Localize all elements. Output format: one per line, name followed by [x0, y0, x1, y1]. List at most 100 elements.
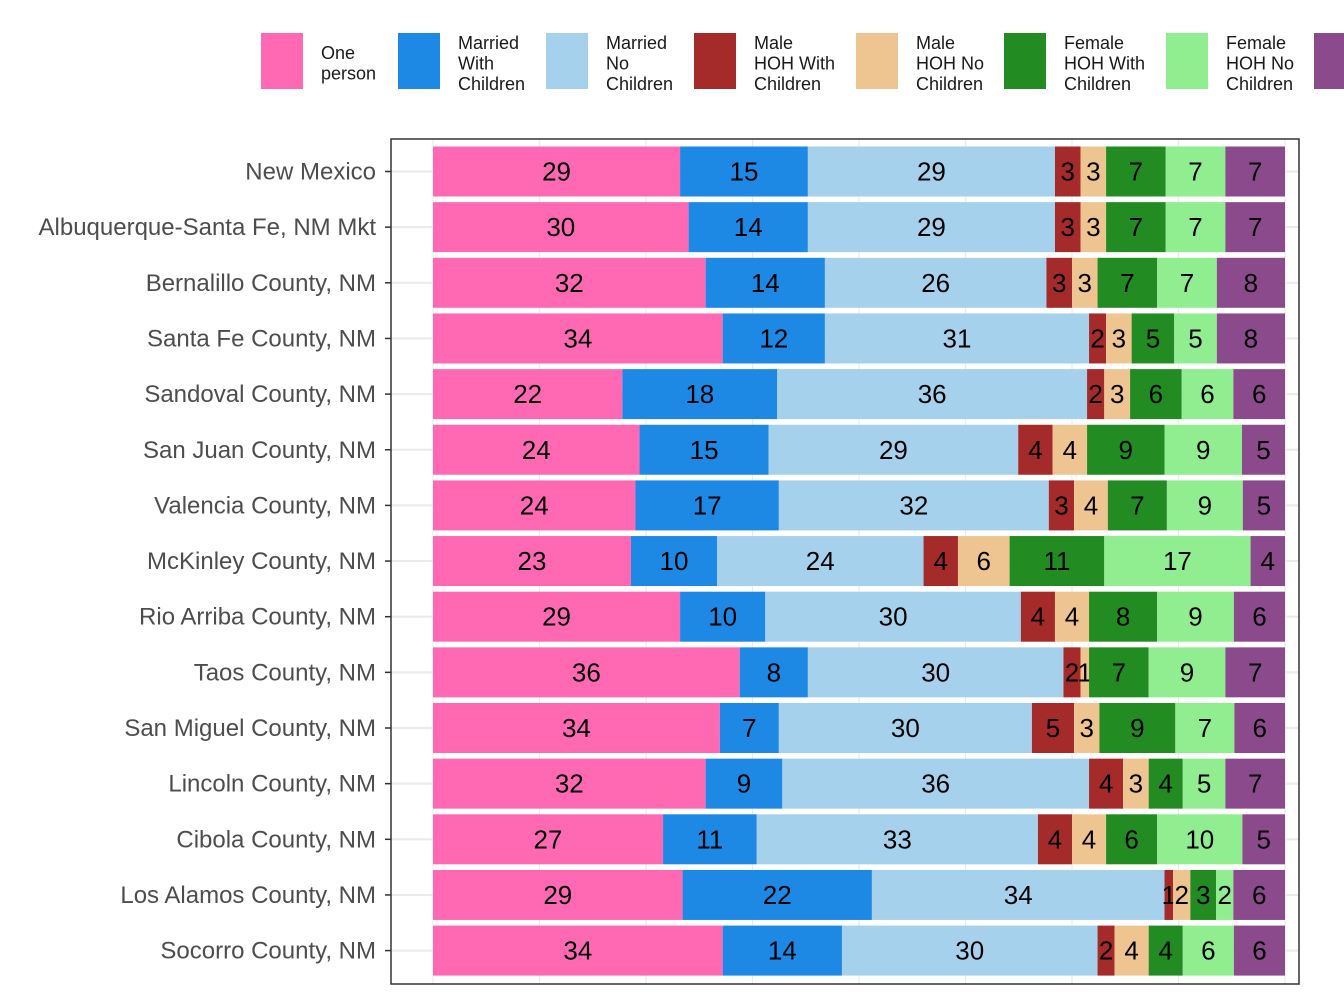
data-label: 2	[1088, 379, 1102, 409]
data-label: 5	[1197, 769, 1211, 799]
bar-segment	[1225, 647, 1285, 698]
data-label: 3	[1054, 490, 1068, 520]
bar-segment	[824, 313, 1090, 364]
data-label: 4	[1065, 602, 1079, 632]
bar-segment	[871, 869, 1165, 920]
bar-segment	[957, 536, 1010, 587]
data-label: 30	[879, 602, 908, 632]
bar-segment	[1233, 869, 1285, 920]
bar-segment	[1080, 647, 1090, 698]
data-label: 7	[1129, 157, 1143, 187]
bar-segment	[1157, 814, 1243, 865]
data-label: 7	[1188, 157, 1202, 187]
data-label: 9	[1180, 657, 1194, 687]
bar-segment	[433, 869, 683, 920]
bar-segment	[1216, 313, 1285, 364]
bar-segment	[1241, 424, 1285, 475]
bar-row: 29 22 34 12 3 2 6	[433, 869, 1285, 920]
legend-label: HOH No	[916, 54, 984, 74]
data-label: 6	[1149, 379, 1163, 409]
bar-segment	[1020, 591, 1055, 642]
bar-segment	[1104, 536, 1251, 587]
data-label: 24	[806, 546, 835, 576]
y-tick-label: San Juan County, NM	[143, 437, 376, 464]
data-label: 7	[1248, 769, 1262, 799]
data-label: 9	[1119, 435, 1133, 465]
data-label: 9	[1188, 602, 1202, 632]
data-label: 6	[1201, 936, 1215, 966]
data-label: 34	[563, 936, 592, 966]
data-label: 32	[555, 268, 584, 298]
data-label: 6	[1252, 379, 1266, 409]
bar-segment	[1233, 925, 1285, 976]
data-label: 4	[1158, 769, 1172, 799]
legend-label: Married	[458, 33, 519, 53]
data-label: 31	[943, 323, 972, 353]
legend-label: No	[606, 54, 629, 74]
legend-label: Children	[606, 74, 673, 94]
bar-segment	[688, 202, 808, 253]
data-label: 4	[1099, 769, 1113, 799]
legend-label: With	[458, 54, 494, 74]
data-label: 2	[1099, 936, 1113, 966]
data-label: 6	[1200, 379, 1214, 409]
data-label: 5	[1256, 824, 1270, 854]
bar-segment	[1072, 814, 1107, 865]
legend-label: Married	[606, 33, 667, 53]
bar-row: 34 7 30 5 3 9 7 6	[433, 703, 1285, 753]
bar-row: 34 12 31 2 3 5 5 8	[433, 313, 1285, 364]
bar-segment	[1106, 202, 1166, 253]
bar-segment	[1074, 480, 1108, 531]
bar-segment	[1123, 758, 1149, 809]
bar-segment	[433, 536, 631, 587]
y-tick-label: McKinley County, NM	[147, 548, 376, 575]
bar-segment	[756, 814, 1038, 865]
data-label: 7	[742, 713, 756, 743]
bar-segment	[719, 703, 779, 753]
bar-segment	[1250, 536, 1285, 587]
bar-segment	[1080, 146, 1107, 197]
y-tick-label: New Mexico	[245, 159, 376, 186]
bar-segment	[1174, 313, 1217, 364]
bar-segment	[630, 536, 717, 587]
bar-segment	[1106, 146, 1166, 197]
legend-label: Male	[754, 33, 793, 53]
bar-segment	[722, 313, 825, 364]
data-label: 22	[513, 379, 542, 409]
bar-segment	[1165, 146, 1226, 197]
data-label: 22	[763, 880, 792, 910]
bar-row: 29 15 29 3 3 7 7 7	[433, 146, 1285, 197]
data-label: 2	[1218, 880, 1232, 910]
bar-segment	[433, 424, 640, 475]
data-label: 32	[555, 769, 584, 799]
bar-segment	[1225, 146, 1285, 197]
bar-segment	[680, 591, 766, 642]
bar-segment	[1052, 424, 1088, 475]
bar-segment	[1157, 591, 1234, 642]
data-label: 4	[1028, 435, 1042, 465]
bar-row: 22 18 36 2 3 6 6 6	[433, 369, 1285, 420]
bar-segment	[777, 369, 1088, 420]
bar-segment	[1089, 647, 1149, 698]
legend-key	[546, 33, 588, 89]
data-label: 30	[921, 657, 950, 687]
data-label: 34	[1004, 880, 1033, 910]
data-label: 3	[1129, 769, 1143, 799]
y-tick-label: Socorro County, NM	[160, 938, 376, 965]
bar-segment	[1242, 480, 1285, 531]
y-tick-label: Bernalillo County, NM	[146, 270, 376, 297]
data-label: 8	[767, 657, 781, 687]
bar-segment	[1216, 869, 1234, 920]
bar-segment	[807, 202, 1055, 253]
bar-row: 24 15 29 4 4 9 9 5	[433, 424, 1285, 475]
data-label: 36	[572, 657, 601, 687]
data-label: 4	[1031, 602, 1045, 632]
data-label: 14	[751, 268, 780, 298]
legend-label: One	[321, 43, 355, 63]
bar-segment	[1048, 480, 1075, 531]
y-tick-label: Rio Arriba County, NM	[139, 604, 376, 631]
